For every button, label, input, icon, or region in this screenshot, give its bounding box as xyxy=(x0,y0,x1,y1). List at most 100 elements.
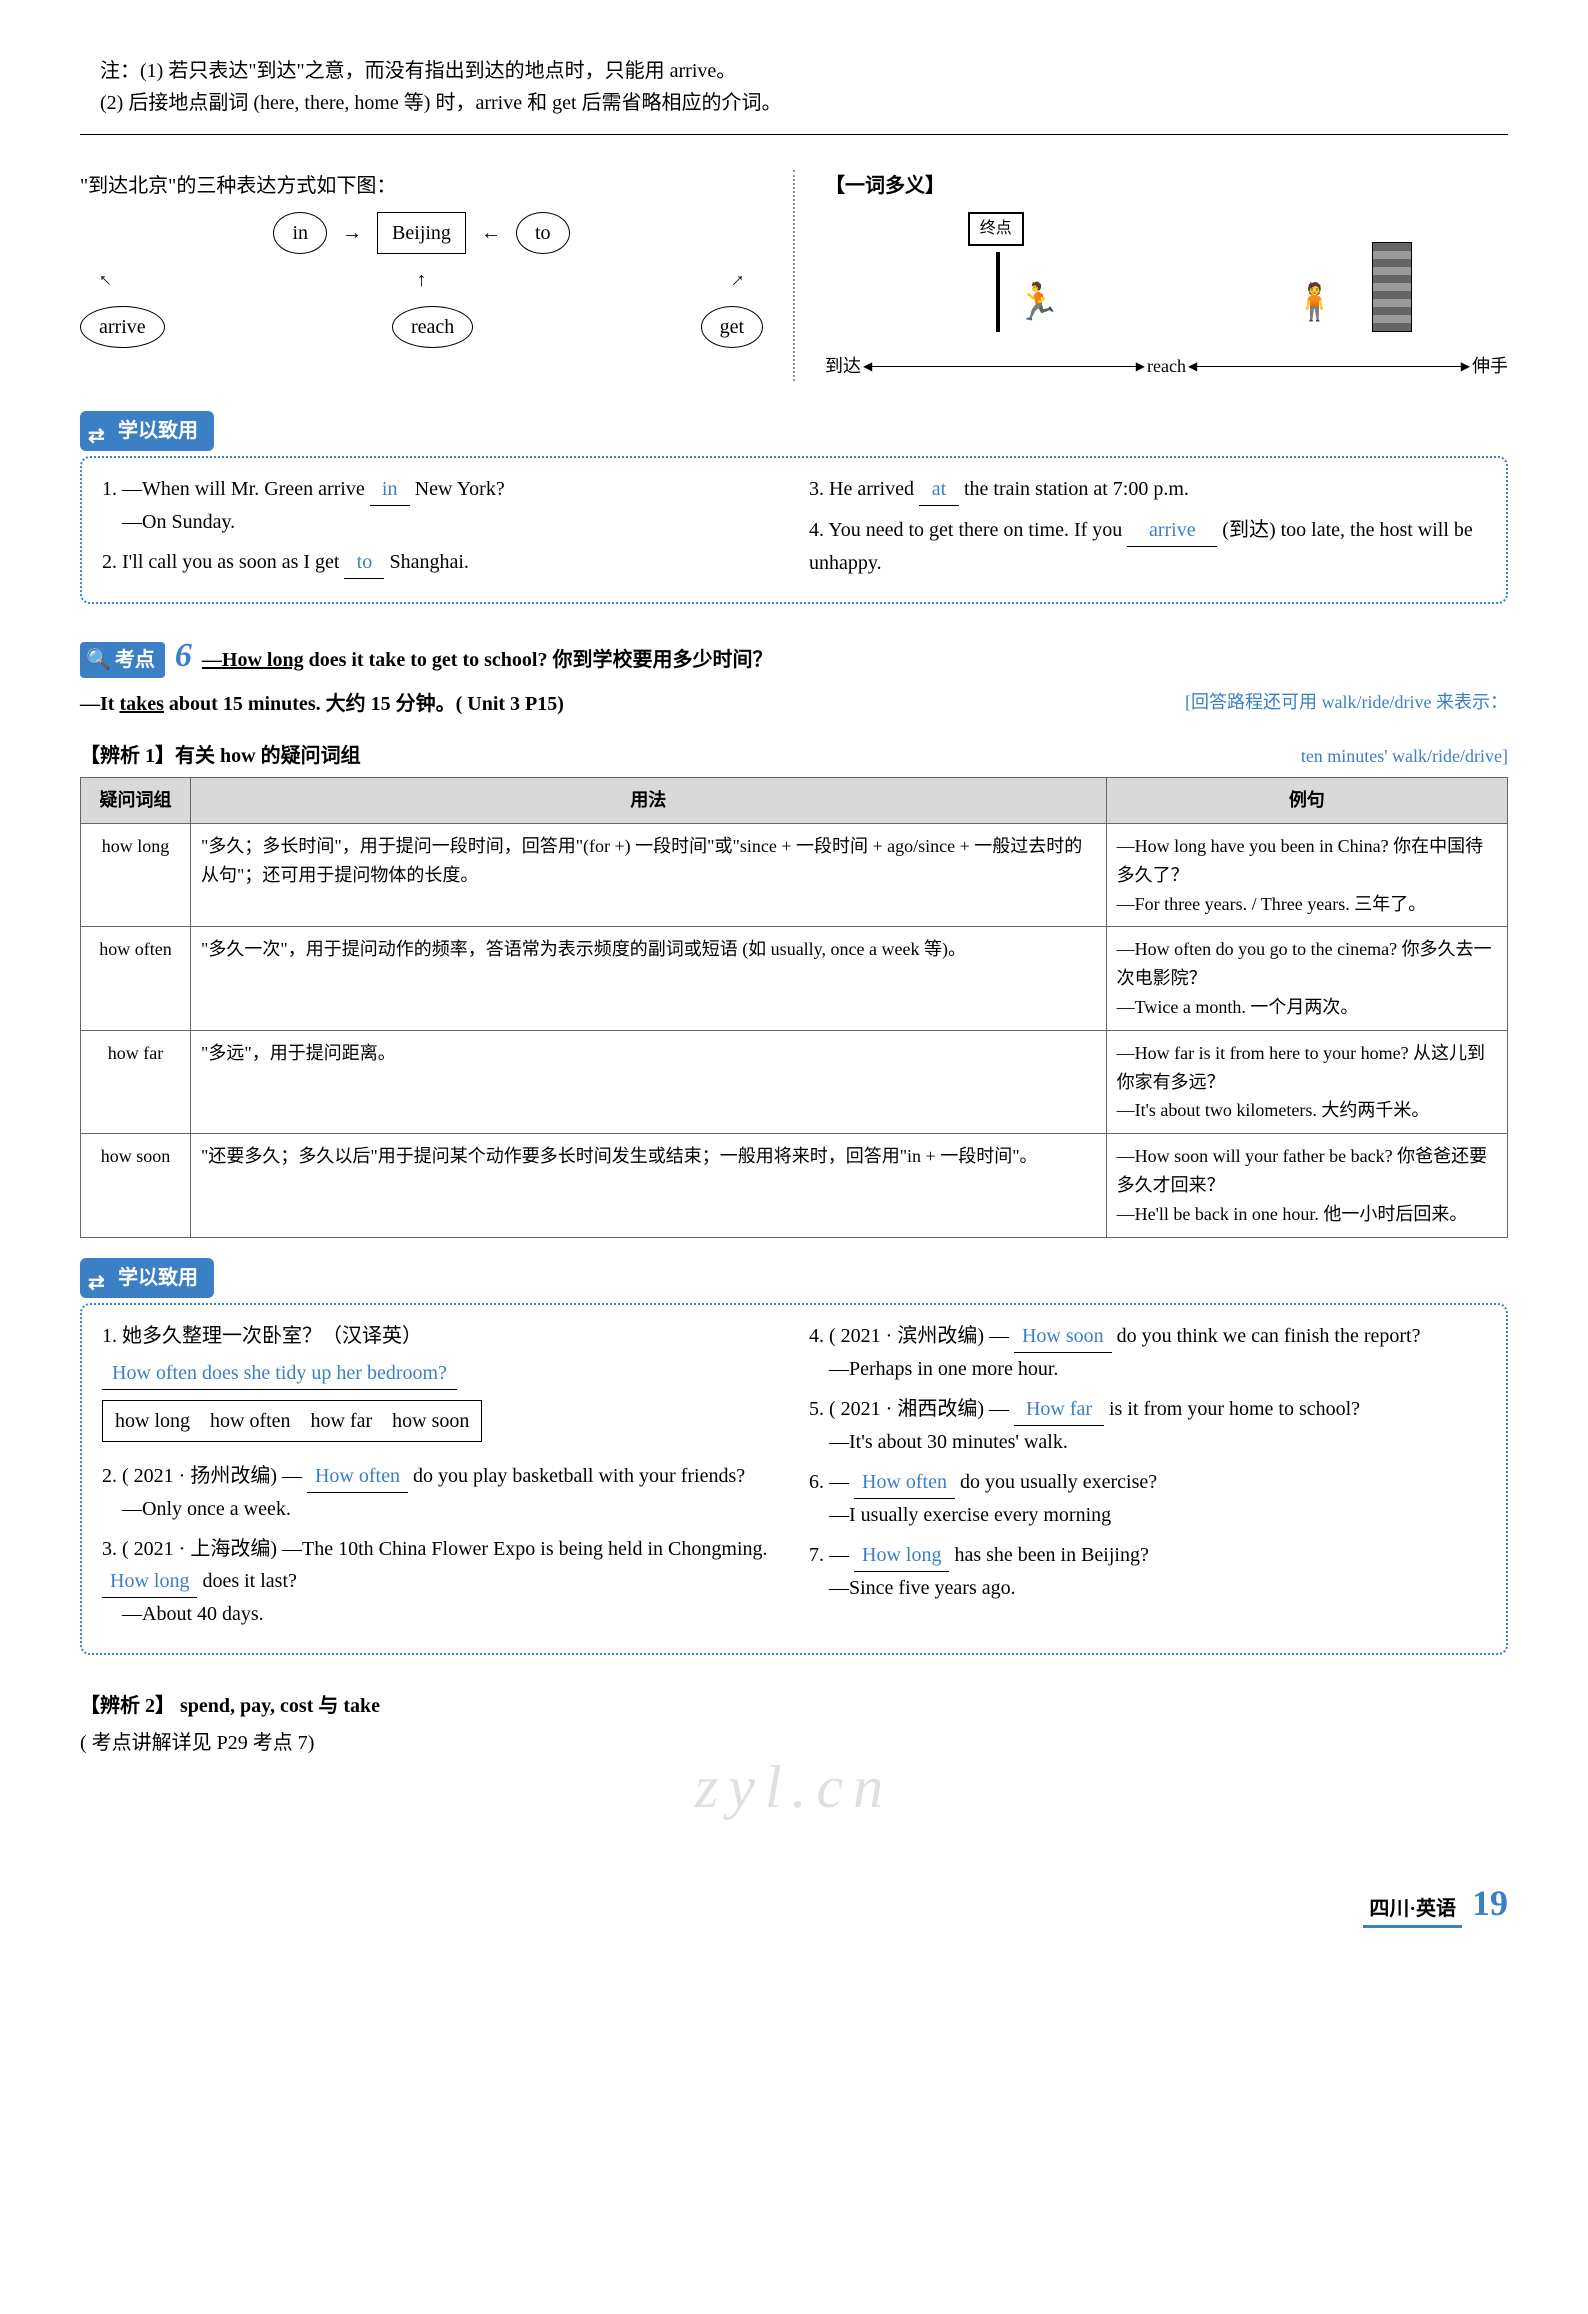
polysemy-labels: 到达 reach 伸手 xyxy=(825,352,1508,381)
topic-q-phrase: —How long xyxy=(202,649,304,671)
topic-tag: 🔍 考点 xyxy=(80,642,165,678)
q5: 5. ( 2021 · 湘西改编) — How far is it from y… xyxy=(809,1393,1486,1458)
arrow-up-icon: ↑ xyxy=(90,265,120,295)
cell-usage: "多久；多长时间"，用于提问一段时间，回答用"(for +) 一段时间"或"si… xyxy=(191,823,1107,926)
note-line2: (2) 后接地点副词 (here, there, home 等) 时，arriv… xyxy=(100,87,1488,119)
topic-line-2: —It takes about 15 minutes. 大约 15 分钟。( U… xyxy=(80,688,1508,720)
node-in: in xyxy=(273,212,327,254)
cell-term: how often xyxy=(81,927,191,1030)
node-to: to xyxy=(516,212,570,254)
q2-blank: to xyxy=(344,546,384,579)
cell-usage: "还要多久；多久以后"用于提问某个动作要多长时间发生或结束；一般用将来时，回答用… xyxy=(191,1134,1107,1237)
cell-example: —How long have you been in China? 你在中国待多… xyxy=(1106,823,1507,926)
q1: 1. —When will Mr. Green arrive in New Yo… xyxy=(102,473,779,538)
sign-post-icon xyxy=(996,252,1000,332)
q5-pre: 5. ( 2021 · 湘西改编) — xyxy=(809,1398,1014,1420)
cell-example: —How soon will your father be back? 你爸爸还… xyxy=(1106,1134,1507,1237)
runner-icon: 🏃 xyxy=(1016,274,1061,332)
reach-illustration: 🧍 xyxy=(1262,212,1412,332)
q6-pre: 6. — xyxy=(809,1471,854,1493)
th-term: 疑问词组 xyxy=(81,778,191,824)
apply-header-label: 学以致用 xyxy=(118,415,198,447)
q1-answer: —On Sunday. xyxy=(102,506,779,538)
cell-usage: "多久一次"，用于提问动作的频率，答语常为表示频度的副词或短语 (如 usual… xyxy=(191,927,1107,1030)
note-line1: 注：(1) 若只表达"到达"之意，而没有指出到达的地点时，只能用 arrive。 xyxy=(100,55,1488,87)
table-row: how soon "还要多久；多久以后"用于提问某个动作要多长时间发生或结束；一… xyxy=(81,1134,1508,1237)
double-arrow-icon xyxy=(1196,366,1462,367)
watermark: zyl.cn xyxy=(80,1739,1508,1835)
apply-section-2: ⇄ 学以致用 1. 她多久整理一次卧室？（汉译英） How often does… xyxy=(80,1258,1508,1655)
sign-illustration: 终点 🏃 xyxy=(921,212,1071,332)
q6-blank: How often xyxy=(854,1466,955,1499)
reach-left-label: 到达 xyxy=(825,352,861,381)
cell-term: how far xyxy=(81,1030,191,1133)
q3: 3. He arrived at the train station at 7:… xyxy=(809,473,1486,506)
q3: 3. ( 2021 · 上海改编) —The 10th China Flower… xyxy=(102,1533,779,1630)
arrive-diagram-section: "到达北京"的三种表达方式如下图： in → Beijing ← to ↑ ↑ … xyxy=(80,170,763,381)
q6-post: do you usually exercise? xyxy=(955,1471,1157,1493)
node-reach: reach xyxy=(392,306,473,348)
node-beijing: Beijing xyxy=(377,212,466,254)
q6: 6. — How often do you usually exercise? … xyxy=(809,1466,1486,1531)
topic-note-1: [回答路程还可用 walk/ride/drive 来表示： xyxy=(1185,688,1508,720)
apply-header-label: 学以致用 xyxy=(118,1262,198,1294)
topic-q-cn: 你到学校要用多少时间？ xyxy=(552,649,772,671)
swap-icon: ⇄ xyxy=(88,420,110,442)
cell-term: how soon xyxy=(81,1134,191,1237)
q4: 4. You need to get there on time. If you… xyxy=(809,514,1486,579)
q4-answer: —Perhaps in one more hour. xyxy=(809,1353,1486,1385)
table-row: how far "多远"，用于提问距离。 —How far is it from… xyxy=(81,1030,1508,1133)
polysemy-title: 【一词多义】 xyxy=(825,170,1508,202)
node-arrive: arrive xyxy=(80,306,165,348)
q3-blank: How long xyxy=(102,1565,197,1598)
q4-pre: 4. You need to get there on time. If you xyxy=(809,519,1127,541)
q3-pre: 3. ( 2021 · 上海改编) —The 10th China Flower… xyxy=(102,1538,768,1560)
q5-post: is it from your home to school? xyxy=(1104,1398,1360,1420)
q4-blank: arrive xyxy=(1127,514,1217,547)
q3-post: does it last? xyxy=(197,1570,296,1592)
q2-pre: 2. ( 2021 · 扬州改编) — xyxy=(102,1465,307,1487)
reach-right-label: 伸手 xyxy=(1472,352,1508,381)
table-header-row: 疑问词组 用法 例句 xyxy=(81,778,1508,824)
arrow-icon: ← xyxy=(481,217,501,249)
q7-post: has she been in Beijing? xyxy=(949,1544,1148,1566)
topic-6-header: 🔍 考点 6 —How long does it take to get to … xyxy=(80,629,1508,683)
q2-post: do you play basketball with your friends… xyxy=(408,1465,745,1487)
q4-post: do you think we can finish the report? xyxy=(1112,1325,1421,1347)
apply-box-2: 1. 她多久整理一次卧室？（汉译英） How often does she ti… xyxy=(80,1303,1508,1655)
person-icon: 🧍 xyxy=(1292,274,1337,332)
q1-translation: How often does she tidy up her bedroom? xyxy=(102,1357,457,1390)
page-number: 19 xyxy=(1472,1875,1508,1933)
apply-section-1: ⇄ 学以致用 1. —When will Mr. Green arrive in… xyxy=(80,411,1508,604)
q2-blank: How often xyxy=(307,1460,408,1493)
q1: 1. 她多久整理一次卧室？（汉译英） How often does she ti… xyxy=(102,1320,779,1452)
q6-answer: —I usually exercise every morning xyxy=(809,1499,1486,1531)
polysemy-diagram: 终点 🏃 🧍 xyxy=(825,202,1508,342)
q1-text: 1. 她多久整理一次卧室？（汉译英） xyxy=(102,1320,779,1352)
q5-blank: How far xyxy=(1014,1393,1104,1426)
analysis-1-label: 【辨析 1】有关 how 的疑问词组 xyxy=(80,740,361,772)
q4-blank: How soon xyxy=(1014,1320,1112,1353)
q4: 4. ( 2021 · 滨州改编) — How soon do you thin… xyxy=(809,1320,1486,1385)
cell-example: —How far is it from here to your home? 从… xyxy=(1106,1030,1507,1133)
reach-center-label: reach xyxy=(1147,352,1186,381)
double-arrow-icon xyxy=(871,366,1137,367)
q2-post: Shanghai. xyxy=(384,551,468,573)
topic-q-rest: does it take to get to school? xyxy=(304,649,553,671)
cabinet-icon xyxy=(1372,242,1412,332)
topic-line-1: —How long does it take to get to school?… xyxy=(202,644,773,676)
page-footer: 四川·英语 19 xyxy=(80,1875,1508,1933)
q3-blank: at xyxy=(919,473,959,506)
apply-box-1: 1. —When will Mr. Green arrive in New Yo… xyxy=(80,456,1508,604)
th-example: 例句 xyxy=(1106,778,1507,824)
apply1-right-col: 3. He arrived at the train station at 7:… xyxy=(809,473,1486,587)
analysis-2-title: 【辨析 2】 spend, pay, cost 与 take xyxy=(80,1690,380,1722)
q7-answer: —Since five years ago. xyxy=(809,1572,1486,1604)
cell-term: how long xyxy=(81,823,191,926)
q2-answer: —Only once a week. xyxy=(102,1493,779,1525)
notes-box: 注：(1) 若只表达"到达"之意，而没有指出到达的地点时，只能用 arrive。… xyxy=(80,40,1508,135)
arrive-diagram-title: "到达北京"的三种表达方式如下图： xyxy=(80,170,763,202)
q5-answer: —It's about 30 minutes' walk. xyxy=(809,1426,1486,1458)
th-usage: 用法 xyxy=(191,778,1107,824)
table-row: how long "多久；多长时间"，用于提问一段时间，回答用"(for +) … xyxy=(81,823,1508,926)
